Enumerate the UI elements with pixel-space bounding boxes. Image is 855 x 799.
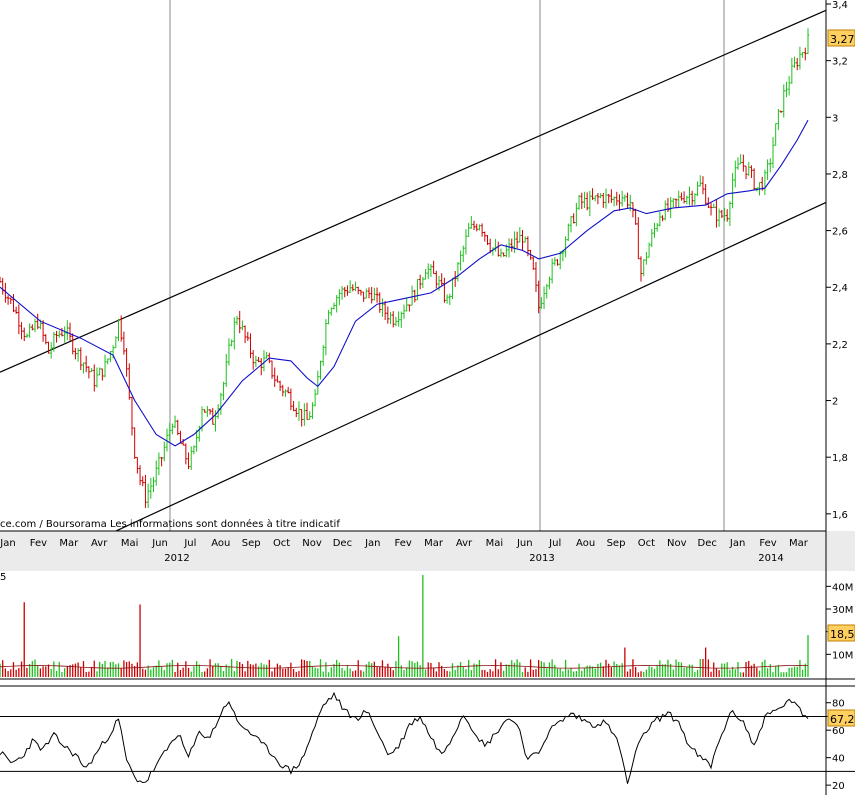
price-tick-label: 1,6 xyxy=(832,510,848,521)
month-label: Mar xyxy=(59,538,79,549)
rsi-plot-area xyxy=(0,686,826,795)
month-label: Dec xyxy=(698,538,717,549)
month-label: Jan xyxy=(729,538,745,549)
month-label: Mai xyxy=(486,538,504,549)
last-volume-badge-bg xyxy=(827,624,855,642)
price-tick-label: 2,8 xyxy=(832,170,848,181)
price-tick-label: 3 xyxy=(832,113,838,124)
rsi-line xyxy=(0,691,809,784)
rsi-y-axis: 20 40 60 80 xyxy=(826,699,845,792)
volume-tick-label: 40M xyxy=(832,582,853,593)
month-label: Nov xyxy=(302,538,322,549)
rsi-tick-label: 60 xyxy=(832,726,845,737)
moving-average xyxy=(0,119,809,447)
rsi-grid xyxy=(0,715,855,772)
month-label: Oct xyxy=(638,538,655,549)
month-label: Avr xyxy=(456,538,473,549)
last-rsi-badge: 67,23 xyxy=(827,709,855,727)
last-volume-label: 18,5M xyxy=(830,628,855,641)
last-volume-badge: 18,5M xyxy=(827,624,855,642)
month-label: Aou xyxy=(211,538,230,549)
volume-left-label: 5 xyxy=(0,572,6,583)
month-label: Nov xyxy=(667,538,687,549)
price-plot-area xyxy=(0,0,826,531)
month-label: Jan xyxy=(0,538,16,549)
month-label: Dec xyxy=(333,538,352,549)
year-label: 2014 xyxy=(758,553,783,564)
month-label: Avr xyxy=(91,538,108,549)
volume-panel: 10M20M30M40M 5 18,5M xyxy=(0,571,855,679)
last-price-badge-bg xyxy=(827,29,855,47)
month-label: Jul xyxy=(183,538,196,549)
price-tick-label: 3,4 xyxy=(832,0,848,11)
price-y-axis: 1,6 1,8 2 2,2 2,4 2,6 2,8 3 3,2 3,4 xyxy=(826,0,848,521)
month-label: Sep xyxy=(607,538,626,549)
month-label: Mar xyxy=(424,538,444,549)
rsi-panel: 20 40 60 80 67,23 xyxy=(0,686,855,795)
channel-upper-line xyxy=(0,9,827,373)
price-tick-label: 1,8 xyxy=(832,453,848,464)
trend-channel xyxy=(0,9,827,586)
month-label: Fev xyxy=(395,538,412,549)
month-label: Fev xyxy=(759,538,776,549)
price-tick-label: 2,4 xyxy=(832,283,848,294)
price-tick-label: 2 xyxy=(832,397,838,408)
last-rsi-label: 67,23 xyxy=(830,713,855,726)
month-label: Mar xyxy=(789,538,809,549)
month-label: Oct xyxy=(273,538,290,549)
volume-average-line xyxy=(0,664,809,669)
price-tick-label: 3,2 xyxy=(832,57,848,68)
month-label: Mai xyxy=(121,538,139,549)
rsi-tick-label: 20 xyxy=(832,781,845,792)
last-price-badge: 3,27 xyxy=(827,29,855,47)
volume-bars xyxy=(0,575,809,677)
month-label: Jan xyxy=(364,538,380,549)
month-label: Jun xyxy=(151,538,168,549)
month-label: Jun xyxy=(516,538,533,549)
last-rsi-badge-bg xyxy=(827,709,855,727)
volume-plot-area xyxy=(0,571,826,679)
month-label: Sep xyxy=(242,538,261,549)
channel-lower-line xyxy=(0,201,827,586)
year-labels: 2012 2013 2014 xyxy=(164,553,783,564)
price-candles xyxy=(0,28,810,508)
watermark-text: ce.com / Boursorama Les informations son… xyxy=(0,518,340,530)
month-label: Fev xyxy=(30,538,47,549)
moving-average-line xyxy=(0,119,809,447)
x-axis-band xyxy=(0,531,855,571)
year-label: 2012 xyxy=(164,553,189,564)
month-label: Jul xyxy=(548,538,561,549)
month-label: Aou xyxy=(576,538,595,549)
volume-tick-label: 10M xyxy=(832,650,853,661)
volume-tick-label: 30M xyxy=(832,605,853,616)
x-axis: Jan Fev Mar Avr Mai Jun Jul Aou Sep Oct Nov Dec Jan F… xyxy=(0,531,855,571)
rsi-tick-label: 80 xyxy=(832,699,845,710)
year-label: 2013 xyxy=(529,553,554,564)
volume-y-axis: 10M20M30M40M xyxy=(826,582,853,661)
last-price-label: 3,27 xyxy=(830,33,855,46)
rsi-series-line xyxy=(0,691,809,784)
price-tick-label: 2,2 xyxy=(832,340,848,351)
rsi-tick-label: 40 xyxy=(832,754,845,765)
month-labels: Jan Fev Mar Avr Mai Jun Jul Aou Sep Oct Nov Dec Jan F… xyxy=(0,538,809,549)
price-tick-label: 2,6 xyxy=(832,227,848,238)
